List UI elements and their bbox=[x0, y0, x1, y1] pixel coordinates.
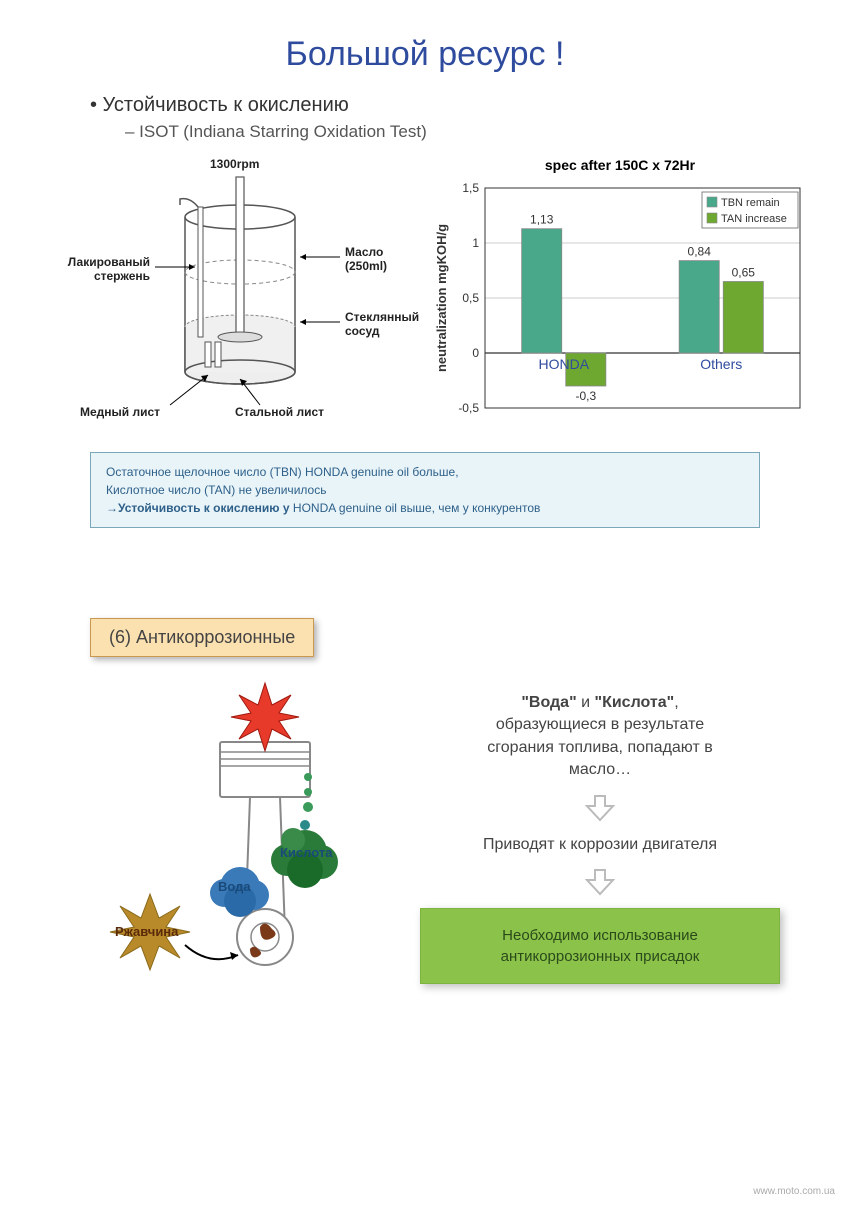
label-rpm: 1300rpm bbox=[210, 157, 259, 171]
svg-text:0: 0 bbox=[472, 346, 479, 360]
svg-text:0,65: 0,65 bbox=[732, 266, 756, 280]
svg-text:TAN increase: TAN increase bbox=[721, 213, 787, 225]
chart-title: spec after 150C x 72Hr bbox=[430, 157, 810, 173]
bullet-oxidation: • Устойчивость к окислению bbox=[90, 94, 850, 117]
svg-text:1,5: 1,5 bbox=[462, 181, 479, 195]
isot-diagram: 1300rpm Лакированый стержень Масло (250m… bbox=[40, 157, 410, 437]
page-title: Большой ресурс ! bbox=[0, 0, 850, 74]
svg-text:neutralization mgKOH/g: neutralization mgKOH/g bbox=[434, 224, 449, 372]
green-conclusion: Необходимо использование антикоррозионны… bbox=[420, 908, 780, 984]
svg-text:1,13: 1,13 bbox=[530, 213, 554, 227]
section-6-badge: (6) Антикоррозионные bbox=[90, 618, 314, 657]
svg-text:TBN remain: TBN remain bbox=[721, 197, 780, 209]
text-p1: "Вода" и "Кислота", образующиеся в резул… bbox=[420, 692, 780, 782]
label-rod: Лакированый стержень bbox=[40, 255, 150, 283]
isot-svg bbox=[40, 157, 410, 437]
down-arrow-icon bbox=[585, 868, 615, 896]
subline-isot: – ISOT (Indiana Starring Oxidation Test) bbox=[125, 122, 850, 142]
svg-text:-0,3: -0,3 bbox=[575, 389, 596, 403]
label-water: Вода bbox=[218, 879, 251, 894]
chart-svg: -0,5 0 0,5 1 1,5 neutralization mgKOH/g 1,13 -0… bbox=[430, 178, 810, 438]
info-line2: Кислотное число (TAN) не увеличилось bbox=[106, 481, 744, 499]
svg-text:1: 1 bbox=[472, 236, 479, 250]
svg-text:0,84: 0,84 bbox=[688, 245, 712, 259]
info-line1: Остаточное щелочное число (TBN) HONDA ge… bbox=[106, 463, 744, 481]
label-rust: Ржавчина bbox=[115, 924, 178, 939]
text-p2: Приводят к коррозии двигателя bbox=[420, 834, 780, 856]
down-arrow-icon bbox=[585, 794, 615, 822]
text-column: "Вода" и "Кислота", образующиеся в резул… bbox=[420, 677, 780, 1017]
info-line3: →Устойчивость к окислению у HONDA genuin… bbox=[106, 499, 744, 517]
svg-text:0,5: 0,5 bbox=[462, 291, 479, 305]
label-copper: Медный лист bbox=[80, 405, 160, 419]
label-oil: Масло (250ml) bbox=[345, 245, 387, 273]
svg-text:Others: Others bbox=[700, 356, 742, 372]
piston-diagram: Вода Кислота Ржавчина bbox=[90, 677, 390, 1017]
oxidation-chart: spec after 150C x 72Hr -0,5 0 0,5 1 1,5 neutr… bbox=[430, 157, 810, 437]
footer-url: www.moto.com.ua bbox=[753, 1186, 835, 1197]
svg-text:-0,5: -0,5 bbox=[458, 401, 479, 415]
info-box: Остаточное щелочное число (TBN) HONDA ge… bbox=[90, 452, 760, 528]
piston-svg bbox=[90, 677, 390, 1017]
label-steel: Стальной лист bbox=[235, 405, 324, 419]
svg-text:HONDA: HONDA bbox=[538, 356, 589, 372]
label-vessel: Стеклянный сосуд bbox=[345, 310, 419, 338]
label-acid: Кислота bbox=[280, 845, 332, 860]
